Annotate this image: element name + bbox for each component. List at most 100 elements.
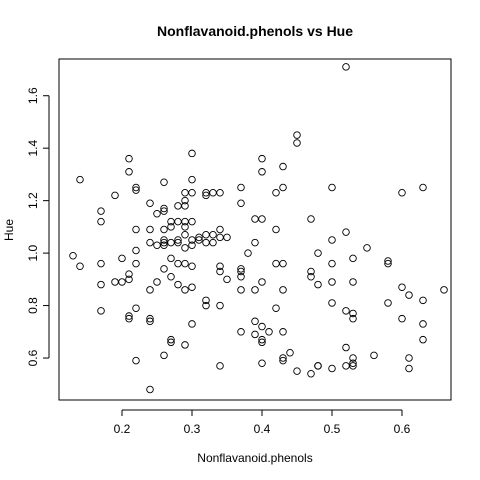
data-point (342, 228, 350, 236)
data-point (153, 278, 161, 286)
data-point (188, 217, 196, 226)
data-point (251, 286, 259, 294)
chart-title: Nonflavanoid.phenols vs Hue (157, 23, 353, 39)
data-point (202, 230, 210, 239)
data-point (237, 183, 245, 192)
data-point (167, 223, 175, 231)
data-point (167, 335, 175, 344)
data-point (405, 364, 413, 373)
data-point (188, 189, 196, 197)
data-point (132, 225, 140, 234)
data-point (258, 335, 266, 344)
data-point (146, 385, 154, 394)
data-point (293, 367, 301, 375)
data-point (181, 230, 189, 239)
data-point (328, 259, 336, 268)
data-point (160, 236, 168, 244)
data-point (307, 267, 315, 276)
data-point (118, 278, 126, 286)
data-point (349, 362, 357, 370)
data-point (307, 215, 315, 223)
y-tick-label: 1.6 (26, 87, 40, 104)
data-point (132, 186, 140, 194)
data-point (405, 291, 413, 299)
data-point (181, 223, 189, 231)
y-axis: 0.6 0.8 1.0 1.2 1.4 1.6 (26, 87, 50, 366)
data-point (160, 225, 168, 234)
data-point (279, 259, 287, 268)
data-point (286, 349, 294, 357)
data-point (349, 254, 357, 263)
data-point (216, 225, 224, 234)
data-point (328, 183, 336, 192)
data-point (188, 262, 196, 270)
data-point (181, 341, 189, 349)
data-point (258, 359, 266, 368)
data-point (279, 162, 287, 171)
data-point (349, 354, 357, 362)
data-point (160, 204, 168, 213)
data-point (132, 246, 140, 255)
data-point (272, 189, 280, 197)
data-point (188, 320, 196, 328)
data-point (209, 189, 217, 197)
x-tick-label: 0.4 (254, 422, 271, 436)
data-point (97, 207, 105, 215)
x-tick-label: 0.6 (394, 422, 411, 436)
data-point (265, 328, 273, 336)
data-point (188, 149, 196, 158)
data-point (384, 299, 392, 307)
data-point (174, 280, 182, 289)
data-point (314, 249, 322, 257)
data-point (125, 270, 133, 278)
data-point (216, 233, 224, 242)
data-point (160, 178, 168, 187)
y-tick-label: 1.2 (26, 192, 40, 209)
data-point (97, 259, 105, 268)
data-point (237, 272, 245, 281)
data-point (181, 244, 189, 252)
data-point (195, 236, 203, 244)
data-point (223, 275, 231, 284)
data-point (97, 280, 105, 289)
data-point (97, 307, 105, 315)
data-point (209, 230, 217, 239)
data-point (328, 278, 336, 286)
data-point (216, 301, 224, 310)
data-point (251, 317, 259, 326)
data-point (258, 322, 266, 331)
data-point (174, 217, 182, 226)
data-point (419, 335, 427, 344)
data-point (279, 354, 287, 362)
data-point (258, 154, 266, 163)
data-point (167, 272, 175, 281)
data-point (125, 168, 133, 176)
y-tick-label: 1.4 (26, 140, 40, 157)
data-point (188, 175, 196, 184)
data-point (76, 175, 84, 184)
data-point (349, 359, 357, 368)
data-point (419, 296, 427, 305)
y-tick-label: 1.0 (26, 244, 40, 261)
data-point (398, 314, 406, 323)
data-point (181, 286, 189, 294)
data-point (174, 236, 182, 244)
data-point (258, 215, 266, 223)
y-tick-label: 0.8 (26, 297, 40, 314)
data-point (279, 356, 287, 365)
data-point (363, 244, 371, 252)
data-point (188, 241, 196, 249)
x-tick-label: 0.3 (184, 422, 201, 436)
data-point (181, 202, 189, 210)
data-points (69, 63, 448, 394)
plot-frame (58, 58, 452, 401)
data-point (125, 275, 133, 284)
data-point (202, 296, 210, 305)
data-point (174, 202, 182, 210)
data-point (398, 283, 406, 291)
data-point (181, 259, 189, 268)
data-point (349, 278, 357, 286)
data-point (181, 189, 189, 197)
data-point (118, 254, 126, 263)
